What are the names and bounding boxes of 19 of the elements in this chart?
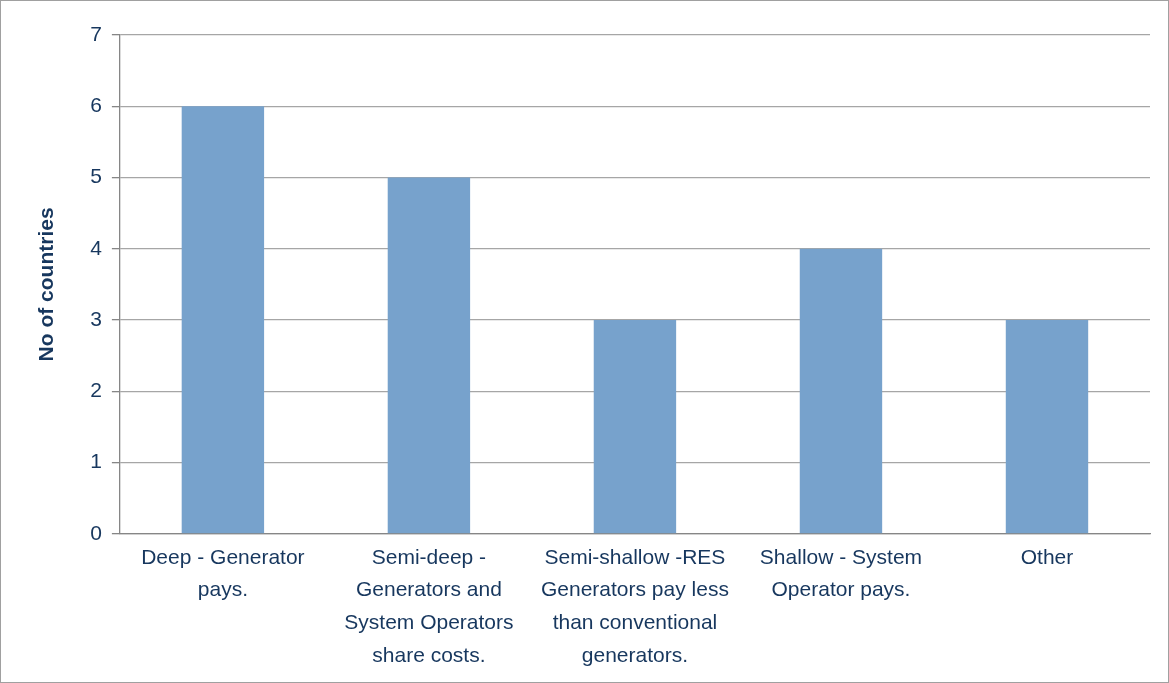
y-tick-label: 6	[90, 93, 102, 117]
bar	[593, 320, 677, 534]
y-tick-label: 1	[90, 449, 102, 473]
y-tick-label: 0	[90, 520, 102, 544]
bar	[1005, 320, 1089, 534]
bar	[799, 248, 883, 534]
x-tick-label: Other	[1020, 544, 1074, 568]
y-tick-label: 4	[90, 235, 103, 259]
x-tick-label: Semi-shallow -RES Generators pay less than conventional generators.	[540, 544, 729, 666]
y-axis-title: No of countries	[34, 207, 58, 362]
bar	[181, 106, 265, 534]
y-tick-label: 3	[90, 306, 102, 330]
y-tick-label: 5	[90, 164, 102, 188]
x-tick-label: Shallow - System Operator pays.	[759, 544, 923, 601]
y-tick-label: 7	[90, 21, 102, 45]
x-tick-label: Deep - Generator pays.	[141, 544, 305, 601]
y-tick-label: 2	[90, 378, 102, 402]
x-tick-label: Semi-deep - Generators and System Operators share costs.	[344, 544, 514, 666]
bar	[387, 177, 471, 534]
